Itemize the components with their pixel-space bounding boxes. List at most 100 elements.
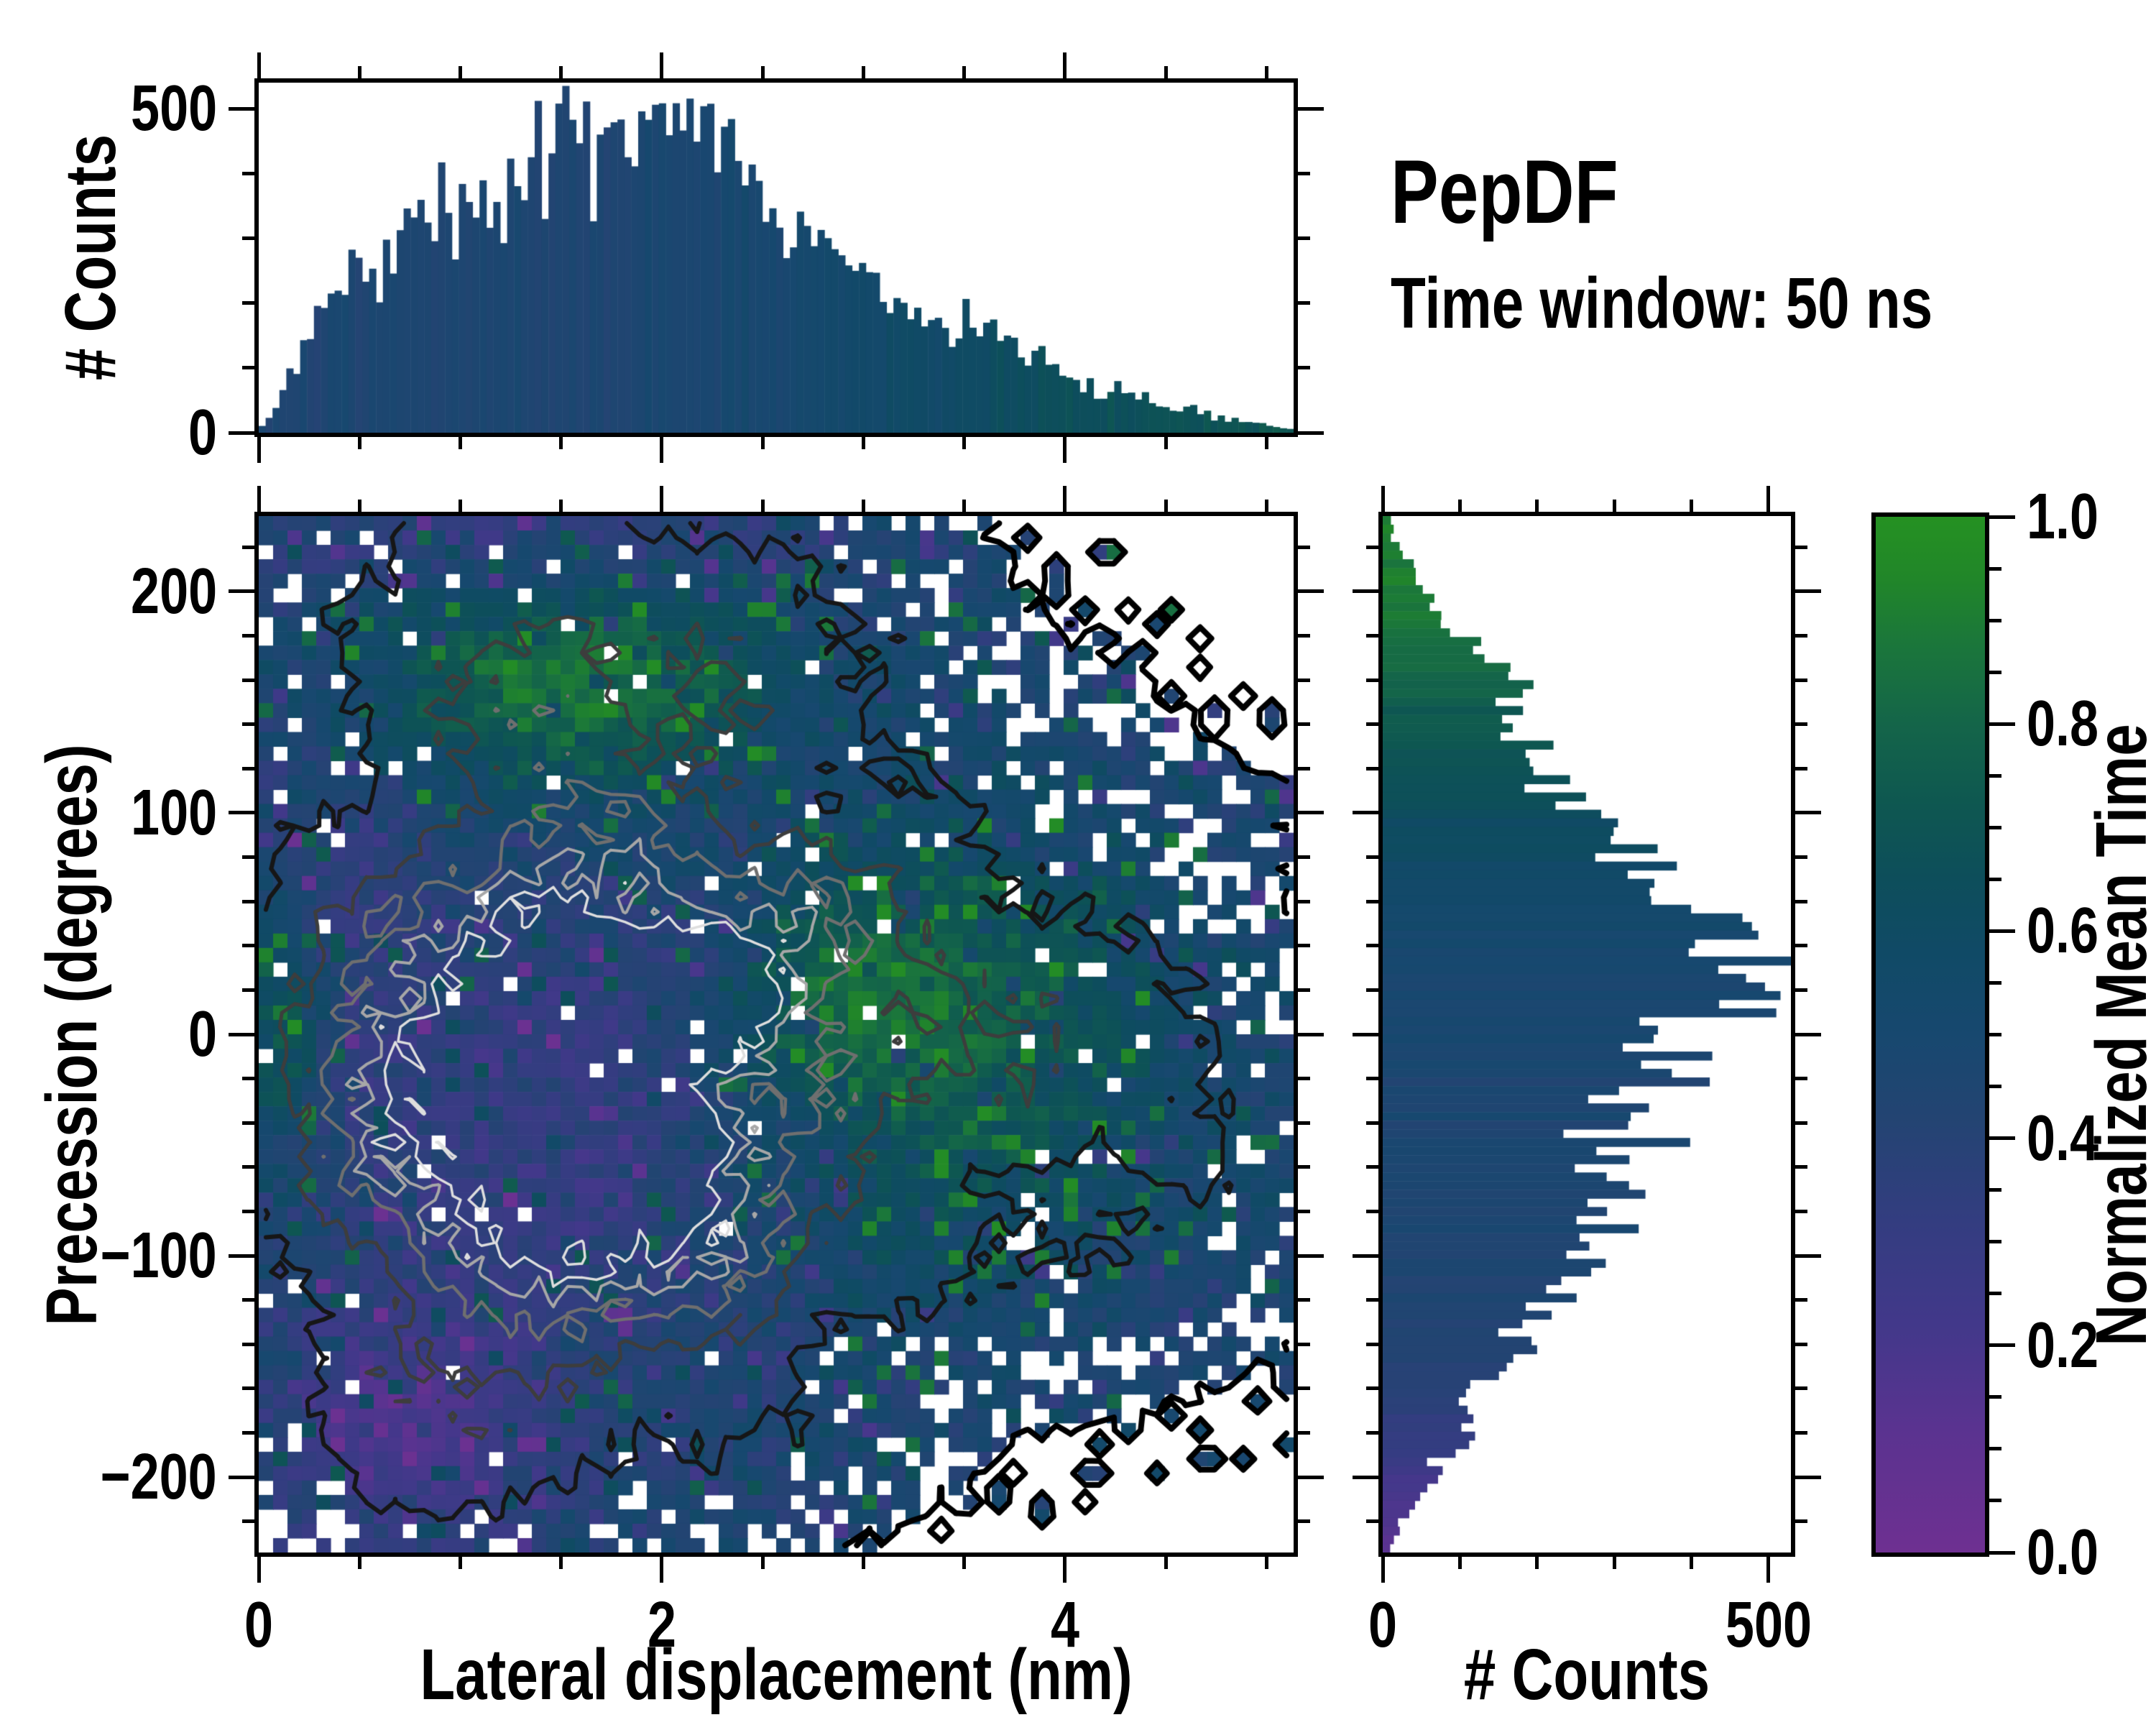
axis-tick (1366, 988, 1378, 992)
axis-tick (1795, 855, 1807, 859)
axis-tick (242, 633, 254, 638)
axis-tick (962, 437, 967, 449)
axis-tick (242, 988, 254, 992)
axis-tick (1366, 722, 1378, 727)
axis-tick (242, 366, 254, 370)
axis-tick (458, 500, 462, 512)
axis-tick (1989, 1085, 2001, 1089)
axis-tick (1298, 988, 1310, 992)
axis-tick (242, 236, 254, 240)
axis-tick (1989, 1550, 2015, 1555)
axis-tick (1164, 66, 1168, 78)
axis-tick (1795, 1519, 1807, 1524)
axis-tick (1989, 1343, 2015, 1348)
axis-tick (1298, 301, 1310, 305)
axis-tick (1298, 171, 1310, 175)
axis-tick (242, 1342, 254, 1346)
axis-tick (559, 1557, 563, 1569)
colorbar-tick-label: 0.4 (2027, 1102, 2099, 1174)
axis-tick (1989, 1136, 2015, 1141)
axis-tick (1298, 899, 1310, 903)
axis-tick (1795, 1032, 1821, 1036)
axis-tick (1298, 431, 1324, 435)
axis-tick (357, 500, 361, 512)
axis-tick (1535, 1557, 1539, 1569)
axis-tick (1612, 1557, 1616, 1569)
axis-tick (1164, 500, 1168, 512)
axis-tick (559, 437, 563, 449)
axis-tick (1795, 988, 1807, 992)
axis-tick (861, 437, 865, 449)
axis-tick (458, 1557, 462, 1569)
axis-tick (1353, 1254, 1378, 1258)
axis-tick (962, 66, 967, 78)
axis-tick (1989, 773, 2001, 778)
main-y-tick-label: −100 (100, 1220, 217, 1292)
axis-tick (962, 500, 967, 512)
axis-tick (1366, 545, 1378, 549)
axis-tick (1298, 811, 1324, 815)
heatmap-panel (254, 512, 1298, 1557)
colorbar-gradient (1876, 517, 1985, 1552)
axis-tick (1298, 633, 1310, 638)
axis-tick (257, 486, 261, 512)
main-x-tick-label: 4 (1050, 1589, 1079, 1661)
axis-tick (861, 66, 865, 78)
axis-tick (1535, 500, 1539, 512)
axis-tick (1795, 678, 1807, 682)
axis-tick (1298, 1032, 1324, 1036)
axis-tick (1298, 236, 1310, 240)
axis-tick (660, 437, 664, 463)
axis-tick (1766, 486, 1771, 512)
axis-tick (1366, 944, 1378, 948)
axis-tick (1298, 1386, 1310, 1391)
heatmap-canvas (259, 516, 1294, 1552)
axis-tick (1795, 1298, 1807, 1302)
axis-tick (1795, 944, 1807, 948)
colorbar-tick-label: 1.0 (2027, 481, 2099, 553)
axis-tick (242, 1077, 254, 1081)
axis-tick (962, 1557, 967, 1569)
axis-tick (1298, 1298, 1310, 1302)
main-y-tick-label: 100 (130, 776, 217, 849)
axis-tick (1457, 1557, 1462, 1569)
axis-tick (1795, 1475, 1821, 1479)
axis-tick (1795, 811, 1821, 815)
axis-tick (1298, 722, 1310, 727)
axis-tick (242, 1298, 254, 1302)
colorbar-tick-label: 0.6 (2027, 895, 2099, 967)
top-hist-ylabel: # Counts (50, 134, 131, 381)
axis-tick (1298, 1209, 1310, 1213)
axis-tick (242, 899, 254, 903)
axis-tick (1366, 1519, 1378, 1524)
axis-tick (1795, 1121, 1807, 1125)
axis-tick (559, 66, 563, 78)
axis-tick (1298, 944, 1310, 948)
axis-tick (1795, 722, 1807, 727)
axis-tick (1063, 437, 1067, 463)
figure-subtitle: Time window: 50 ns (1391, 263, 1933, 344)
axis-tick (1366, 855, 1378, 859)
axis-tick (1298, 1165, 1310, 1169)
axis-tick (660, 1557, 664, 1583)
axis-tick (242, 171, 254, 175)
axis-tick (357, 1557, 361, 1569)
axis-tick (1366, 633, 1378, 638)
axis-tick (1298, 1431, 1310, 1435)
axis-tick (1989, 566, 2001, 571)
axis-tick (1612, 500, 1616, 512)
axis-tick (458, 437, 462, 449)
axis-tick (559, 500, 563, 512)
colorbar-tick-label: 0.0 (2027, 1517, 2099, 1588)
top-histogram-canvas (259, 83, 1294, 433)
axis-tick (1353, 1475, 1378, 1479)
axis-tick (760, 66, 765, 78)
axis-tick (1298, 1254, 1324, 1258)
axis-tick (1353, 1032, 1378, 1036)
axis-tick (242, 944, 254, 948)
main-xlabel: Lateral displacement (nm) (420, 1634, 1133, 1715)
axis-tick (1298, 855, 1310, 859)
axis-tick (1353, 589, 1378, 594)
figure-title: PepDF (1391, 142, 1618, 242)
axis-tick (229, 431, 254, 435)
